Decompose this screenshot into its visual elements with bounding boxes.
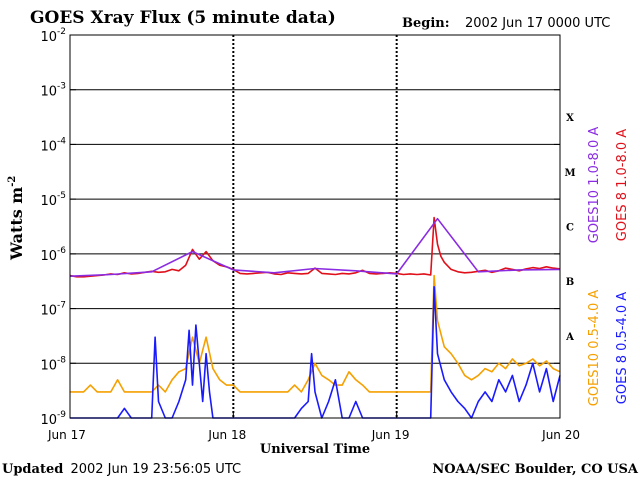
y-tick-label-2: 10-4 <box>40 136 66 154</box>
y-tick-label-6: 10-8 <box>40 355 66 373</box>
legend: GOES10 1.0-8.0 A GOES10 0.5-4.0 A GOES 8 1… <box>587 127 630 407</box>
series-line-0 <box>69 216 561 278</box>
plot-frame <box>69 34 561 419</box>
x-tick-label-2: Jun 19 <box>371 428 410 442</box>
chart-title: GOES Xray Flux (5 minute data) <box>30 8 336 28</box>
y-tick-label-7: 10-9 <box>40 410 66 428</box>
flare-class-a: A <box>565 332 574 343</box>
x-tick-label-0: Jun 17 <box>47 428 86 442</box>
y-tick-label-3: 10-5 <box>40 191 66 209</box>
legend-goes8-short: GOES 8 0.5-4.0 A <box>615 292 630 404</box>
legend-goes10-long: GOES10 1.0-8.0 A <box>587 127 602 244</box>
legend-goes8-long: GOES 8 1.0-8.0 A <box>615 129 630 241</box>
y-tick-label-0: 10-2 <box>40 27 66 45</box>
series-line-1 <box>69 217 561 277</box>
flare-class-b: B <box>566 277 574 288</box>
footer-updated: Updated 2002 Jun 19 23:56:05 UTC <box>2 462 241 477</box>
footer-source: NOAA/SEC Boulder, CO USA <box>432 462 639 477</box>
y-tick-label-1: 10-3 <box>40 82 66 100</box>
flare-class-c: C <box>566 223 574 234</box>
x-tick-label-3: Jun 20 <box>541 428 580 442</box>
y-axis-title: Watts m-2 <box>7 176 26 261</box>
flare-class-m: M <box>564 168 575 179</box>
plot-grid <box>70 34 560 419</box>
y-tick-label-4: 10-6 <box>40 246 66 264</box>
y-tick-label-5: 10-7 <box>40 301 66 319</box>
series-line-3 <box>70 285 561 419</box>
flare-class-x: X <box>566 113 574 124</box>
legend-goes10-short: GOES10 0.5-4.0 A <box>587 290 602 407</box>
series-line-2 <box>70 274 561 393</box>
flare-class-labels: X M C B A <box>564 113 575 343</box>
begin-value: 2002 Jun 17 0000 UTC <box>465 16 610 31</box>
plot-series <box>69 216 561 419</box>
x-tick-label-1: Jun 18 <box>207 428 246 442</box>
x-axis-title: Universal Time <box>260 442 370 457</box>
begin-label: Begin: <box>402 16 450 31</box>
